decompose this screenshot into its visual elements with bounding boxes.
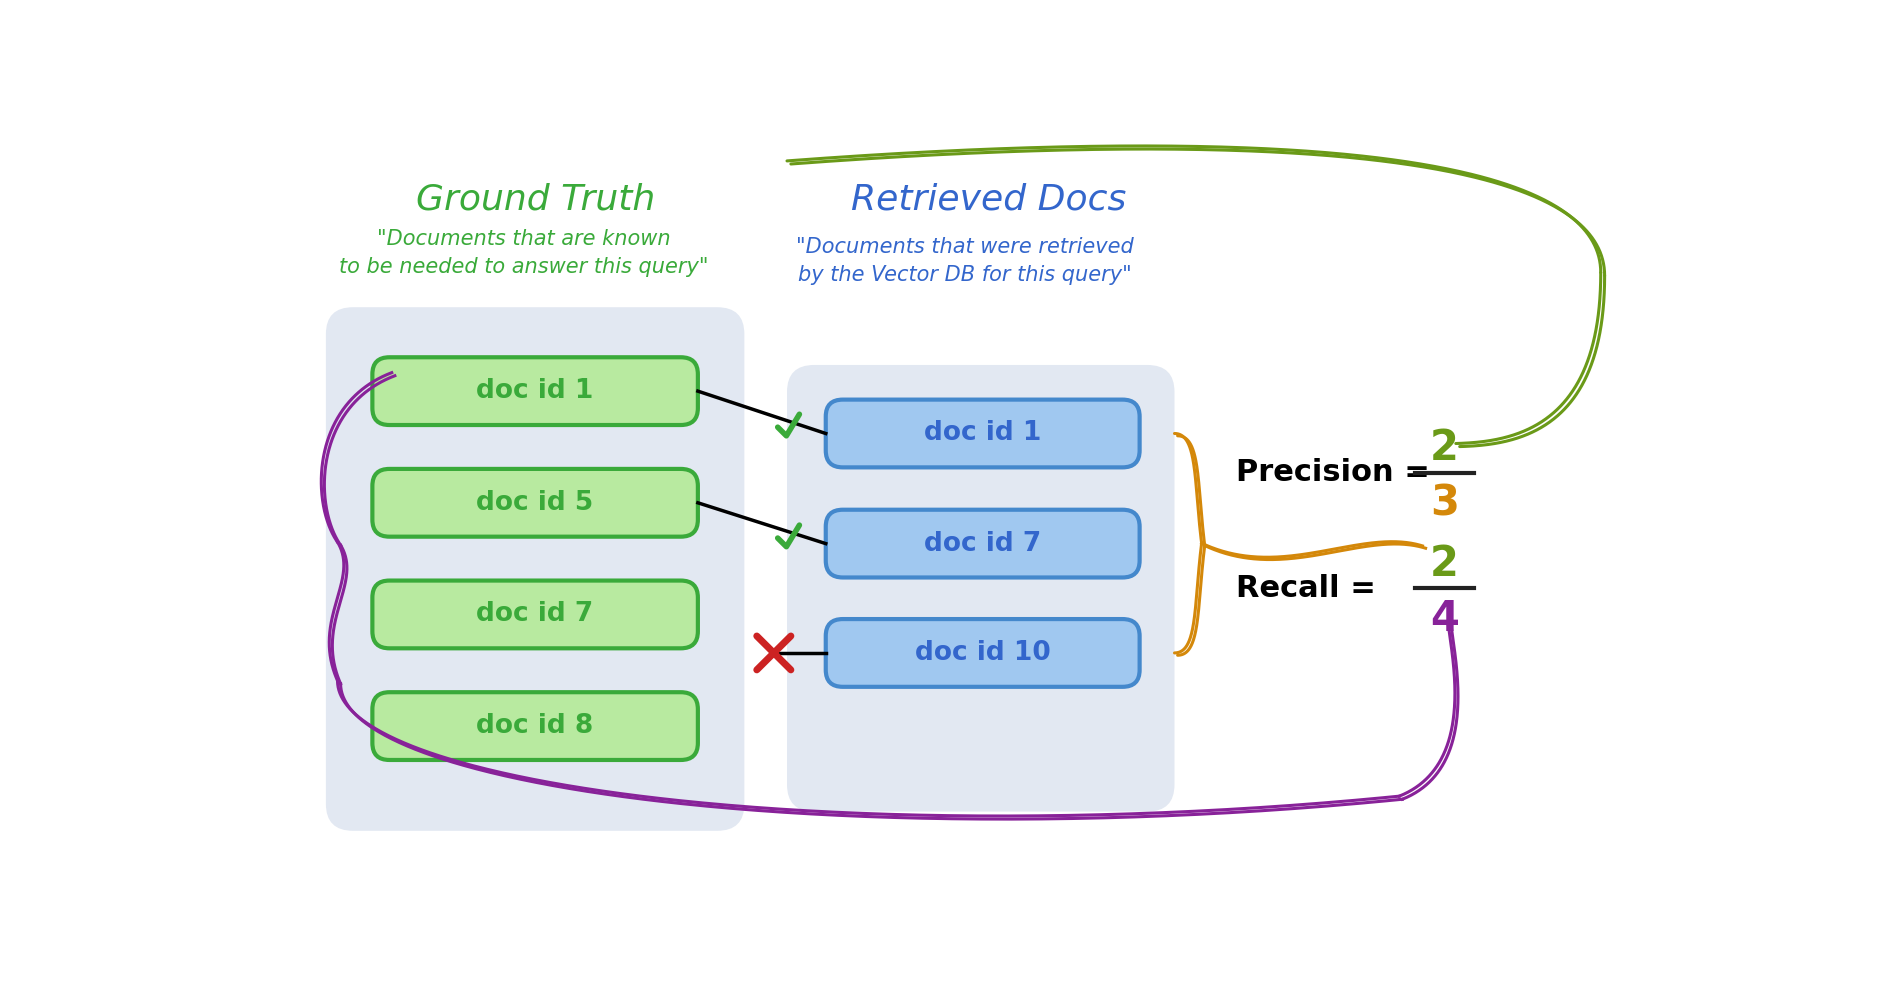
Text: 2: 2 — [1430, 427, 1458, 469]
Text: doc id 1: doc id 1 — [477, 378, 595, 404]
FancyBboxPatch shape — [373, 693, 697, 760]
Text: 4: 4 — [1430, 598, 1458, 640]
Text: doc id 8: doc id 8 — [477, 713, 593, 739]
Text: 2: 2 — [1430, 542, 1458, 585]
FancyBboxPatch shape — [788, 365, 1174, 811]
FancyBboxPatch shape — [373, 469, 697, 536]
FancyBboxPatch shape — [826, 619, 1140, 687]
Text: Ground Truth: Ground Truth — [415, 183, 655, 216]
Text: Retrieved Docs: Retrieved Docs — [850, 183, 1127, 216]
Text: doc id 5: doc id 5 — [477, 490, 593, 516]
Text: "Documents that are known
to be needed to answer this query": "Documents that are known to be needed t… — [339, 229, 708, 278]
Text: "Documents that were retrieved
by the Vector DB for this query": "Documents that were retrieved by the Ve… — [795, 237, 1135, 285]
Text: doc id 10: doc id 10 — [915, 640, 1051, 666]
FancyBboxPatch shape — [373, 358, 697, 425]
FancyBboxPatch shape — [373, 581, 697, 648]
Text: doc id 7: doc id 7 — [477, 602, 593, 627]
Text: Recall =: Recall = — [1237, 574, 1386, 603]
Text: doc id 1: doc id 1 — [924, 421, 1042, 447]
FancyBboxPatch shape — [326, 307, 744, 831]
Text: 3: 3 — [1430, 482, 1458, 525]
Text: Precision =: Precision = — [1237, 458, 1441, 487]
Text: doc id 7: doc id 7 — [924, 531, 1042, 556]
FancyBboxPatch shape — [826, 510, 1140, 577]
FancyBboxPatch shape — [826, 399, 1140, 467]
